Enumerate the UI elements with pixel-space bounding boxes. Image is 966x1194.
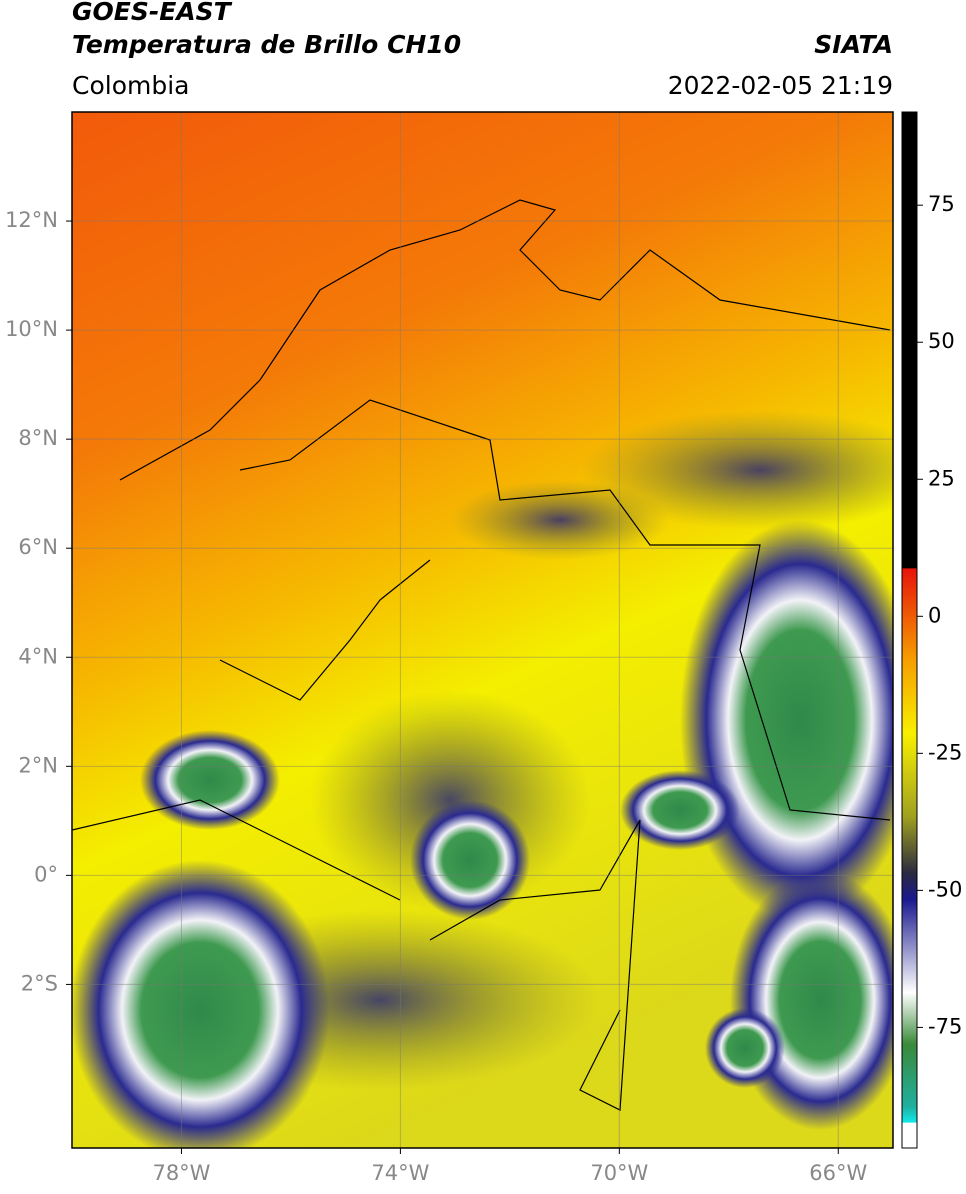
lat-tick-label: 12°N	[5, 208, 58, 232]
colorbar-tick-label: 75	[928, 192, 955, 216]
satellite-image	[72, 112, 893, 1148]
lat-tick-label: 10°N	[5, 317, 58, 341]
lon-tick-label: 70°W	[590, 1161, 648, 1185]
product: Temperatura de Brillo CH10	[72, 30, 461, 59]
colorbar-tick-label: 50	[928, 329, 955, 353]
region: Colombia	[72, 71, 189, 100]
map-frame	[71, 111, 894, 1149]
lat-tick-label: 8°N	[18, 426, 58, 450]
colorbar	[901, 111, 918, 1149]
lat-tick-label: 2°N	[18, 753, 58, 777]
agency: SIATA	[814, 30, 893, 59]
colorbar-tick-label: 25	[928, 466, 955, 490]
lon-tick-label: 66°W	[809, 1161, 867, 1185]
datetime: 2022-02-05 21:19	[668, 71, 893, 100]
colorbar-tick-label: 0	[928, 603, 941, 627]
colorbar-tick-label: -75	[928, 1014, 962, 1038]
lon-tick-label: 78°W	[152, 1161, 210, 1185]
colorbar-tick-label: -25	[928, 740, 962, 764]
colorbar-tick-label: -50	[928, 877, 962, 901]
lat-tick-label: 4°N	[18, 644, 58, 668]
lat-tick-label: 0°	[34, 862, 58, 886]
satellite: GOES-EAST	[72, 0, 233, 26]
lat-tick-label: 2°S	[21, 971, 58, 995]
lat-tick-label: 6°N	[18, 535, 58, 559]
lon-tick-label: 74°W	[371, 1161, 429, 1185]
